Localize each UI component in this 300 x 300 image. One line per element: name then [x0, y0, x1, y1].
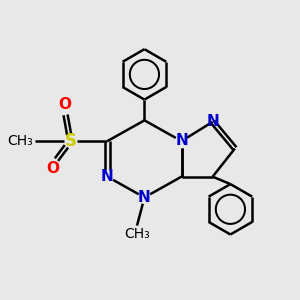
Text: S: S — [64, 132, 76, 150]
Text: CH₃: CH₃ — [124, 227, 150, 241]
Text: CH₃: CH₃ — [8, 134, 33, 148]
Text: N: N — [137, 190, 150, 205]
Text: N: N — [100, 169, 113, 184]
Text: N: N — [175, 133, 188, 148]
Text: O: O — [46, 161, 59, 176]
Text: O: O — [58, 98, 71, 112]
Text: N: N — [207, 114, 220, 129]
